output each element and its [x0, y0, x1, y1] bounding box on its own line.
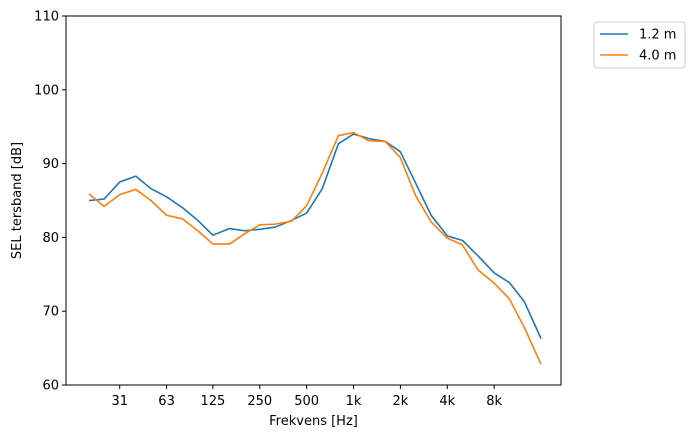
- y-tick-label: 90: [42, 157, 59, 172]
- y-tick-label: 110: [34, 10, 59, 25]
- y-tick-label: 80: [42, 231, 59, 246]
- x-axis: 31 63 125 250 500 1k 2k 4k 8k: [111, 385, 502, 409]
- y-tick-label: 70: [42, 305, 59, 320]
- series-layer: [88, 131, 542, 365]
- series-line-0: [88, 133, 542, 339]
- x-tick-label: 1k: [346, 394, 362, 409]
- y-tick-label: 60: [42, 379, 59, 394]
- x-tick-label: 125: [201, 394, 226, 409]
- legend-entry-label: 1.2 m: [639, 28, 676, 43]
- plot-area-frame: [65, 15, 562, 386]
- x-tick-label: 2k: [392, 394, 408, 409]
- legend-entry-label: 4.0 m: [639, 49, 676, 64]
- x-tick-label: 31: [111, 394, 128, 409]
- x-tick-label: 63: [158, 394, 175, 409]
- y-tick-label: 100: [34, 83, 59, 98]
- x-tick-label: 4k: [439, 394, 455, 409]
- series-line-1: [88, 131, 542, 365]
- x-tick-label: 500: [294, 394, 319, 409]
- x-axis-label: Frekvens [Hz]: [269, 414, 358, 429]
- y-axis: 60 70 80 90 100 110: [34, 10, 66, 394]
- legend: 1.2 m 4.0 m: [593, 21, 686, 69]
- x-tick-label: 8k: [486, 394, 502, 409]
- y-axis-label: SEL tersband [dB]: [10, 142, 25, 259]
- x-tick-label: 250: [247, 394, 272, 409]
